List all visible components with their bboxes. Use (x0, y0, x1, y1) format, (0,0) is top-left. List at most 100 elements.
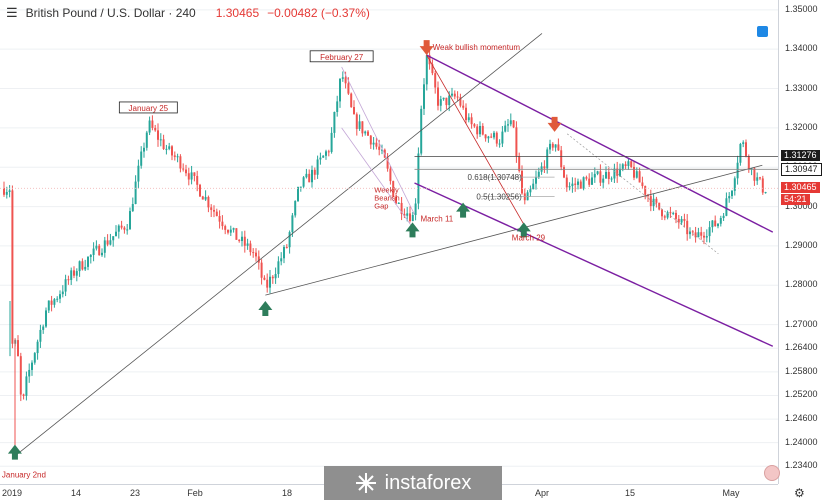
candle-body (215, 211, 218, 217)
candle-body (42, 326, 45, 330)
auto-scale-icon[interactable] (757, 26, 768, 37)
price-axis[interactable]: 1.350001.340001.330001.320001.310001.300… (778, 0, 825, 484)
candle-body (434, 73, 437, 88)
time-tick-label: 14 (70, 488, 82, 498)
candle-body (325, 151, 327, 156)
candle-body (117, 225, 120, 232)
candle-body (507, 124, 509, 126)
arrow-up-icon (516, 222, 531, 238)
price-tick-label: 1.25800 (785, 365, 818, 376)
candle-body (311, 169, 313, 183)
candle-body (103, 240, 106, 253)
candle-body (350, 93, 353, 108)
candle-body (610, 178, 613, 180)
candle-body (53, 299, 56, 305)
candle-body (658, 202, 661, 210)
candle-body (190, 172, 193, 180)
candle-body (722, 215, 725, 219)
arrow-up-icon (7, 444, 22, 460)
trendline-major (16, 33, 543, 455)
candle-body (5, 191, 8, 195)
candle-body (64, 279, 67, 292)
candle-body (140, 151, 143, 166)
candle-body (719, 218, 722, 224)
channel-lower (414, 182, 774, 347)
candle-body (378, 146, 381, 150)
candle-body (145, 132, 148, 148)
candle-body (607, 171, 610, 180)
candle-body (563, 167, 565, 178)
candle-body (470, 117, 473, 125)
candle-body (588, 178, 591, 185)
price-plot[interactable]: 0.618(1.30748) 0.5(1.30256) January 25 Febr… (0, 0, 778, 484)
candle-body (59, 294, 61, 299)
candle-body (330, 132, 333, 152)
candle-body (649, 196, 652, 207)
pitch-line (341, 127, 415, 231)
candle-body (742, 142, 745, 145)
candle-body (333, 111, 336, 133)
candle-body (515, 127, 518, 157)
candle-body (423, 84, 425, 109)
candle-body (277, 261, 280, 275)
candle-body (753, 168, 756, 181)
candle-body (31, 362, 33, 370)
candle-body (28, 369, 31, 377)
candle-body (22, 394, 25, 396)
candle-body (750, 168, 753, 170)
price-tick-label: 1.30000 (785, 200, 818, 211)
candle-body (759, 177, 761, 179)
candle-body (17, 340, 19, 357)
price-tick-label: 1.23400 (785, 460, 818, 471)
candle-body (280, 258, 283, 262)
instaforex-logo-icon (355, 473, 376, 493)
candle-body (364, 131, 367, 134)
candle-body (677, 218, 680, 223)
candle-body (392, 181, 395, 197)
candle-body (322, 155, 325, 158)
candle-body (683, 218, 686, 221)
candle-body (176, 156, 179, 158)
menu-icon[interactable]: ☰ (6, 5, 18, 20)
candle-body (257, 256, 260, 263)
flag-icon[interactable] (764, 465, 780, 481)
candle-body (644, 186, 647, 195)
candle-body (288, 232, 291, 248)
candle-body (11, 190, 14, 344)
candle-body (495, 132, 498, 144)
candle-body (137, 165, 140, 182)
candle-body (717, 223, 719, 227)
candle-body (98, 245, 101, 256)
candle-body (8, 190, 11, 192)
time-tick-label: 15 (624, 488, 636, 498)
candle-body (73, 270, 75, 276)
candle-body (493, 132, 495, 138)
candle-body (551, 143, 554, 148)
price-tick-label: 1.32000 (785, 121, 818, 132)
candle-body (568, 186, 571, 188)
time-tick-label: 2019 (1, 488, 23, 498)
candle-body (476, 126, 479, 135)
candle-body (106, 240, 109, 245)
candle-body (294, 201, 297, 216)
candle-body (739, 144, 742, 163)
candle-body (134, 181, 137, 205)
price-tag-current: 1.30465 (781, 182, 820, 194)
candle-body (554, 144, 557, 148)
candle-body (339, 78, 341, 102)
candle-body (341, 77, 344, 79)
candle-body (700, 232, 703, 236)
gear-icon[interactable]: ⚙ (794, 486, 805, 500)
candle-body (201, 196, 204, 200)
candle-body (313, 169, 316, 175)
price-tick-label: 1.24600 (785, 413, 818, 424)
candle-body (224, 226, 227, 230)
annotation-label: January 2nd (2, 470, 46, 479)
candle-body (235, 228, 238, 240)
candle-body (621, 164, 624, 169)
brand-watermark: instaforex (324, 466, 502, 500)
candle-body (171, 146, 173, 156)
candle-body (630, 161, 633, 167)
candle-body (269, 276, 271, 288)
